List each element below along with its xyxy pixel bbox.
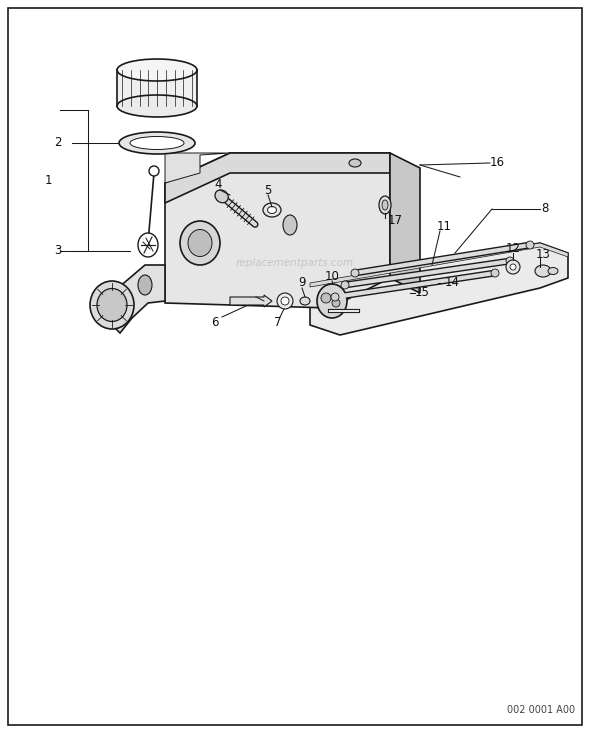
Text: 16: 16: [490, 157, 504, 169]
Text: 2: 2: [54, 136, 62, 150]
Circle shape: [506, 260, 520, 274]
Polygon shape: [390, 153, 420, 293]
Text: 4: 4: [214, 179, 222, 191]
Text: 7: 7: [274, 315, 282, 328]
Circle shape: [351, 269, 359, 277]
Ellipse shape: [117, 59, 197, 81]
Text: 17: 17: [388, 215, 402, 227]
Ellipse shape: [379, 196, 391, 214]
Text: replacementparts.com: replacementparts.com: [236, 258, 354, 268]
Text: 11: 11: [437, 219, 451, 232]
Circle shape: [341, 281, 349, 289]
Circle shape: [281, 297, 289, 305]
Ellipse shape: [130, 136, 184, 150]
Ellipse shape: [215, 190, 228, 203]
Ellipse shape: [548, 268, 558, 274]
Ellipse shape: [267, 207, 277, 213]
Circle shape: [332, 299, 340, 307]
Ellipse shape: [283, 215, 297, 235]
Circle shape: [321, 293, 331, 303]
Ellipse shape: [300, 297, 310, 305]
Ellipse shape: [382, 200, 388, 210]
Text: 12: 12: [506, 243, 520, 256]
Text: 3: 3: [54, 245, 62, 257]
Ellipse shape: [117, 95, 197, 117]
Polygon shape: [165, 153, 230, 183]
Ellipse shape: [317, 284, 347, 318]
Text: 5: 5: [264, 183, 271, 196]
Polygon shape: [310, 243, 568, 335]
FancyArrow shape: [230, 295, 272, 307]
Circle shape: [526, 241, 534, 249]
Polygon shape: [165, 153, 390, 308]
Ellipse shape: [535, 265, 551, 277]
Polygon shape: [165, 153, 390, 203]
Circle shape: [506, 257, 514, 265]
Ellipse shape: [90, 281, 134, 329]
Text: 9: 9: [299, 276, 306, 290]
Text: 15: 15: [415, 287, 430, 300]
Circle shape: [277, 293, 293, 309]
Ellipse shape: [180, 221, 220, 265]
Ellipse shape: [97, 289, 127, 322]
Circle shape: [149, 166, 159, 176]
Polygon shape: [310, 243, 568, 287]
Text: 13: 13: [536, 248, 550, 260]
Ellipse shape: [138, 275, 152, 295]
Ellipse shape: [138, 233, 158, 257]
Ellipse shape: [188, 229, 212, 257]
Text: 6: 6: [211, 315, 219, 328]
Polygon shape: [100, 265, 165, 333]
Circle shape: [491, 269, 499, 277]
Circle shape: [510, 264, 516, 270]
Bar: [117, 70, 197, 106]
Ellipse shape: [119, 132, 195, 154]
Text: 14: 14: [444, 276, 460, 290]
Text: 8: 8: [541, 202, 549, 216]
Text: 002 0001 A00: 002 0001 A00: [507, 705, 575, 715]
Ellipse shape: [263, 203, 281, 217]
Text: 1: 1: [44, 174, 52, 188]
Circle shape: [331, 293, 339, 301]
Ellipse shape: [349, 159, 361, 167]
Text: 10: 10: [324, 270, 339, 284]
